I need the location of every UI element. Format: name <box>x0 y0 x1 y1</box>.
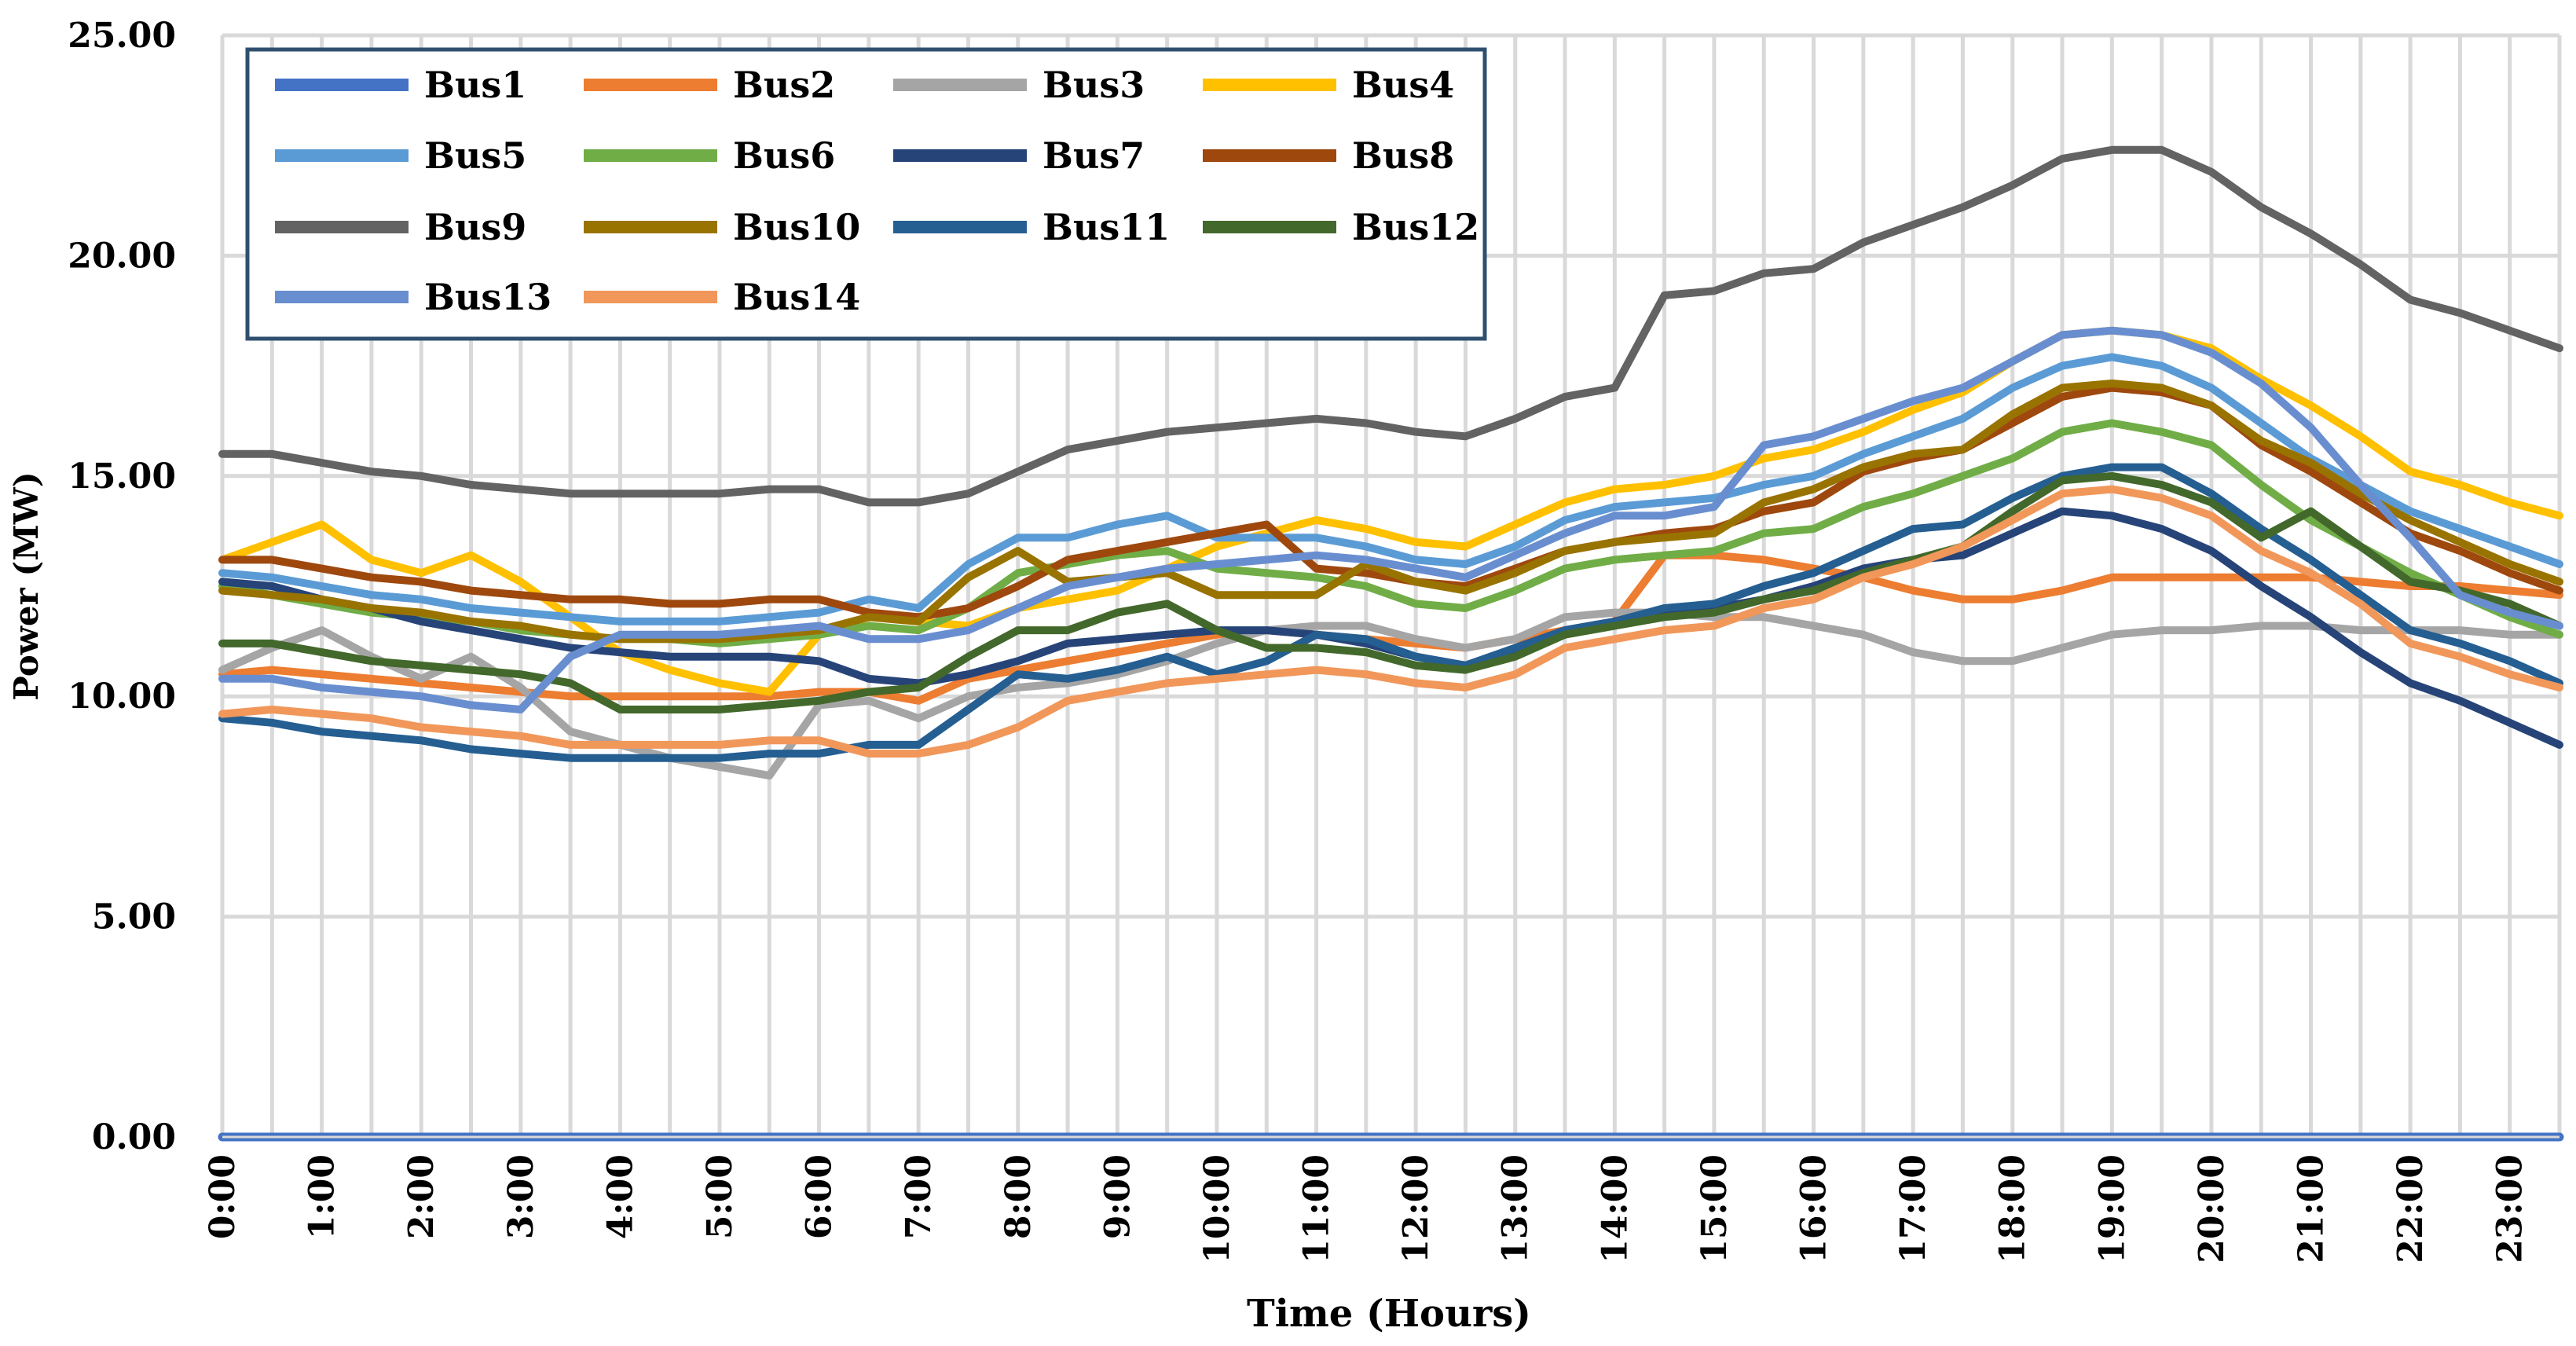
x-tick-label: 3:00 <box>501 1154 541 1239</box>
x-tick-label: 22:00 <box>2391 1154 2431 1263</box>
legend-label-bus5: Bus5 <box>424 134 526 177</box>
x-tick-label: 6:00 <box>800 1154 840 1239</box>
x-tick-label: 21:00 <box>2292 1154 2332 1263</box>
x-tick-label: 10:00 <box>1197 1154 1237 1263</box>
legend-label-bus10: Bus10 <box>733 206 860 248</box>
x-tick-label: 14:00 <box>1595 1154 1635 1263</box>
series-line-bus9 <box>218 145 2563 507</box>
x-axis-title: Time (Hours) <box>1247 1292 1531 1336</box>
legend-label-bus14: Bus14 <box>733 276 860 318</box>
legend-label-bus7: Bus7 <box>1042 134 1145 177</box>
legend-label-bus1: Bus1 <box>424 64 526 106</box>
x-tick-label: 23:00 <box>2490 1154 2530 1263</box>
x-axis: 0:00 1:00 2:00 3:00 4:00 5:00 6:00 7:00 8:00 9:00… <box>203 1135 2560 1263</box>
legend-label-bus2: Bus2 <box>733 64 835 106</box>
x-tick-label: 9:00 <box>1097 1154 1138 1239</box>
x-tick-label: 15:00 <box>1695 1154 1735 1263</box>
x-tick-label: 8:00 <box>999 1154 1039 1239</box>
x-tick-label: 13:00 <box>1496 1154 1536 1263</box>
legend-label-bus8: Bus8 <box>1352 134 1454 177</box>
series-line-bus11 <box>218 463 2563 762</box>
x-tick-label: 11:00 <box>1297 1154 1337 1263</box>
x-tick-label: 4:00 <box>600 1154 640 1239</box>
legend-label-bus3: Bus3 <box>1042 64 1145 106</box>
y-tick-label: 15.00 <box>68 457 176 497</box>
x-tick-label: 17:00 <box>1893 1154 1933 1263</box>
legend-label-bus4: Bus4 <box>1352 64 1454 106</box>
legend-box <box>245 47 1487 341</box>
x-tick-label: 1:00 <box>302 1154 343 1239</box>
series-line-bus5 <box>218 353 2563 625</box>
y-tick-label: 5.00 <box>92 897 176 937</box>
x-tick-label: 20:00 <box>2192 1154 2232 1263</box>
series-lines <box>218 145 2564 1142</box>
y-tick-label: 0.00 <box>92 1117 176 1157</box>
y-axis: 0.00 5.00 10.00 15.00 20.00 25.00 <box>68 16 176 1157</box>
x-tick-label: 5:00 <box>700 1154 740 1239</box>
series-line-bus14 <box>218 485 2563 758</box>
y-tick-label: 20.00 <box>68 236 176 276</box>
legend: Bus1 Bus2 Bus3 Bus4 Bus5 Bus6 Bus7 Bus8 Bus9 Bus1… <box>245 47 1487 341</box>
x-tick-label: 0:00 <box>203 1154 243 1239</box>
legend-label-bus11: Bus11 <box>1042 206 1170 248</box>
x-tick-label: 12:00 <box>1396 1154 1436 1263</box>
x-tick-label: 16:00 <box>1794 1154 1834 1263</box>
series-line-bus13 <box>218 326 2563 713</box>
x-tick-label: 19:00 <box>2092 1154 2132 1263</box>
legend-label-bus9: Bus9 <box>424 206 526 248</box>
x-tick-label: 7:00 <box>899 1154 939 1239</box>
legend-label-bus6: Bus6 <box>733 134 835 177</box>
y-tick-label: 10.00 <box>68 677 176 717</box>
legend-label-bus12: Bus12 <box>1352 206 1479 248</box>
y-axis-title: Power (MW) <box>7 471 46 701</box>
legend-label-bus13: Bus13 <box>424 276 551 318</box>
x-tick-label: 18:00 <box>1993 1154 2033 1263</box>
x-tick-label: 2:00 <box>401 1154 442 1239</box>
series-line-bus2 <box>218 551 2563 705</box>
y-tick-label: 25.00 <box>68 16 176 56</box>
series-line-bus12 <box>218 471 2563 713</box>
